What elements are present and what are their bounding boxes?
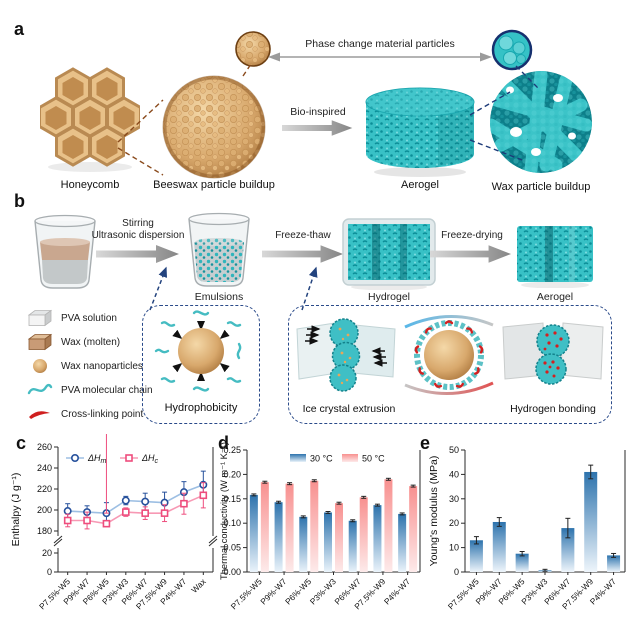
wax-particle-buildup-circle <box>490 71 592 173</box>
freeze-drying-label: Freeze-drying <box>441 230 503 241</box>
svg-text:P7.5%-W5: P7.5%-W5 <box>229 576 264 611</box>
svg-text:0: 0 <box>454 567 459 577</box>
legend-label-wax-nanoparticles: Wax nanoparticles <box>61 360 143 372</box>
beeswax-label: Beeswax particle buildup <box>153 179 275 191</box>
legend-row-pva-solution: PVA solution <box>26 308 117 328</box>
beeswax-particle-ball <box>162 75 266 179</box>
legend-label-pva-solution: PVA solution <box>61 312 117 324</box>
wax-molten-cube-icon <box>27 333 53 351</box>
svg-text:P4%-W7: P4%-W7 <box>382 576 412 606</box>
panel-a-dashed-connectors <box>117 63 541 176</box>
wax-buildup-label: Wax particle buildup <box>491 181 591 193</box>
svg-text:ΔHc: ΔHc <box>141 453 159 465</box>
stirring-arrow <box>96 245 179 263</box>
bio-inspired-label: Bio-inspired <box>290 106 346 118</box>
svg-text:180: 180 <box>37 526 52 536</box>
panel-b-letter: b <box>14 191 25 211</box>
svg-text:ΔHm: ΔHm <box>87 453 107 465</box>
stirring-line2: Ultrasonic dispersion <box>91 230 185 241</box>
svg-text:Enthalpy (J g⁻¹): Enthalpy (J g⁻¹) <box>10 473 22 547</box>
aerogel-cylinder <box>365 87 475 177</box>
aerogel-a-label: Aerogel <box>401 179 439 191</box>
hydrogen-bonding-label: Hydrogen bonding <box>510 403 596 415</box>
hydrophobicity-label: Hydrophobicity <box>164 402 238 414</box>
ice-crystal-label: Ice crystal extrusion <box>302 403 396 415</box>
svg-text:0: 0 <box>47 567 52 577</box>
svg-text:50 °C: 50 °C <box>362 454 385 464</box>
pva-chain-icon <box>27 383 53 395</box>
svg-text:200: 200 <box>37 505 52 515</box>
svg-text:40: 40 <box>449 469 459 479</box>
svg-text:0.05: 0.05 <box>223 543 241 553</box>
legend-label-cross-link: Cross-linking point <box>61 408 144 420</box>
hydrogel-label: Hydrogel <box>367 291 411 303</box>
panel-d-letter: d <box>218 433 229 453</box>
cross-link-icon <box>29 411 50 419</box>
svg-text:220: 220 <box>37 484 52 494</box>
svg-text:20: 20 <box>449 518 459 528</box>
youngs-modulus-bar-chart: 01020304050P7.5%-W5P9%-W7P6%-W5P3%-W3P6%… <box>428 445 626 611</box>
phase-particles-double-arrow <box>268 52 492 62</box>
svg-text:0.00: 0.00 <box>223 567 241 577</box>
mechanism-inset: Ice crystal extrusion Hydrogen bonding <box>288 305 612 424</box>
honeycomb-label: Honeycomb <box>60 179 120 191</box>
svg-text:10: 10 <box>449 543 459 553</box>
hydrophobicity-inset: Hydrophobicity <box>142 305 260 424</box>
freeze-thaw-label: Freeze-thaw <box>275 230 331 241</box>
beaker-pva-wax <box>34 214 96 289</box>
aerogel-block <box>517 226 593 288</box>
aerogel-b-label: Aerogel <box>536 291 574 303</box>
cyan-particle-inset-circle <box>491 29 533 71</box>
svg-text:50: 50 <box>449 445 459 455</box>
panel-a-letter: a <box>14 19 25 39</box>
legend-label-wax-molten: Wax (molten) <box>61 336 121 348</box>
svg-text:P7.5%-W5: P7.5%-W5 <box>446 576 481 611</box>
svg-text:Young's modulus (MPa): Young's modulus (MPa) <box>428 456 440 567</box>
ice-crystal-extrusion-graphic <box>296 318 396 392</box>
legend-row-wax-nanoparticles: Wax nanoparticles <box>26 356 143 376</box>
svg-text:Wax: Wax <box>189 576 208 595</box>
wax-nanoparticle-icon <box>33 359 47 373</box>
phase-particles-label: Phase change material particles <box>305 38 455 50</box>
freeze-drying-arrow <box>430 245 512 263</box>
honeycomb-illustration <box>40 67 140 172</box>
svg-text:0.15: 0.15 <box>223 494 241 504</box>
freeze-thaw-arrow <box>262 245 344 263</box>
svg-text:0.25: 0.25 <box>223 445 241 455</box>
svg-text:20: 20 <box>42 548 52 558</box>
thermal-conductivity-bar-chart: 0.000.050.100.150.200.25P7.5%-W5P9%-W7P6… <box>219 442 421 611</box>
svg-text:Thermal conductivity (W m⁻¹ K⁻: Thermal conductivity (W m⁻¹ K⁻¹) <box>219 442 229 580</box>
hydrogel-block <box>342 218 436 290</box>
hydrogen-bonding-graphic <box>502 322 604 385</box>
enthalpy-line-chart: 260240220200180200P7.5%-W5P9%-W7P6%-W5P3… <box>10 434 218 611</box>
svg-text:240: 240 <box>37 463 52 473</box>
bio-inspired-arrow <box>282 120 353 136</box>
legend-row-pva-chain: PVA molecular chain <box>26 380 153 400</box>
panel-c-letter: c <box>16 433 27 453</box>
wax-pva-exchange-graphic <box>404 315 494 395</box>
svg-text:0.10: 0.10 <box>223 518 241 528</box>
beaker-emulsions <box>188 212 250 287</box>
wax-particle-inset-circle <box>235 31 271 67</box>
legend-row-cross-link: Cross-linking point <box>26 404 143 424</box>
legend-row-wax-molten: Wax (molten) <box>26 332 120 352</box>
svg-text:0.20: 0.20 <box>223 469 241 479</box>
stirring-line1: Stirring <box>122 218 154 229</box>
svg-text:260: 260 <box>37 442 52 452</box>
stirring-label: Stirring Ultrasonic dispersion <box>88 218 188 242</box>
hydrophobicity-graphic <box>154 310 242 392</box>
pva-solution-cube-icon <box>27 309 53 327</box>
emulsions-label: Emulsions <box>194 291 244 303</box>
legend-label-pva-chain: PVA molecular chain <box>61 384 153 396</box>
svg-text:30 °C: 30 °C <box>310 454 333 464</box>
svg-text:30: 30 <box>449 494 459 504</box>
panel-e-letter: e <box>420 433 431 453</box>
